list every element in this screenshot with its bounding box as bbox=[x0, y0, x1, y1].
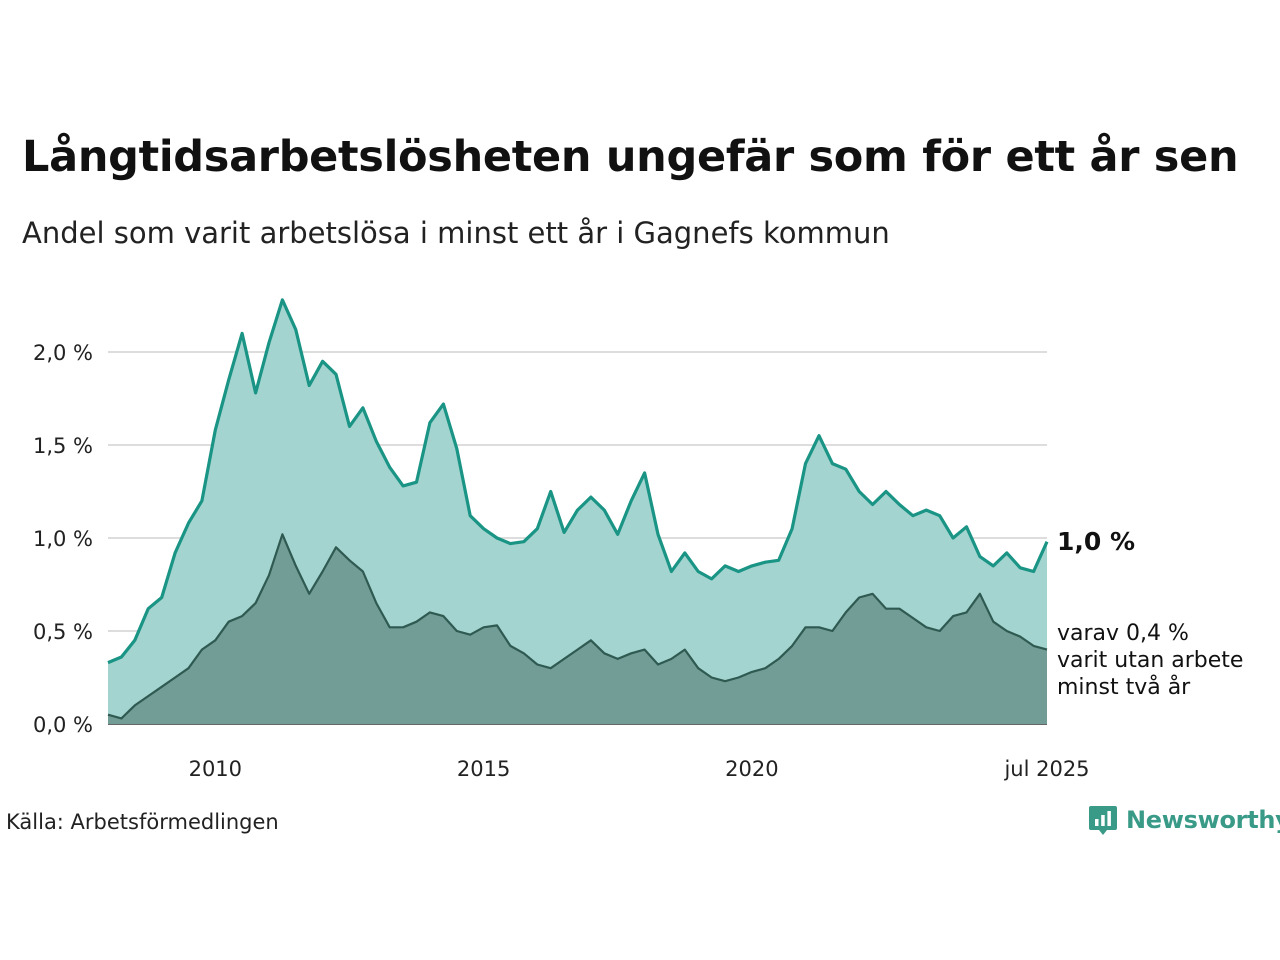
x-axis-ticks: 2010 2015 2020 jul 2025 bbox=[189, 757, 1090, 781]
y-tick-label: 0,5 % bbox=[33, 620, 93, 644]
end-label-sub-line: varav 0,4 % bbox=[1057, 621, 1189, 646]
y-tick-label: 2,0 % bbox=[33, 341, 93, 365]
x-tick-label: jul 2025 bbox=[1003, 757, 1089, 781]
y-tick-label: 1,5 % bbox=[33, 434, 93, 458]
chart-area: 0,0 % 0,5 % 1,0 % 1,5 % 2,0 % 2010 2015 2020 ju… bbox=[33, 298, 1243, 781]
x-tick-label: 2010 bbox=[189, 757, 242, 781]
area-series bbox=[107, 298, 1049, 724]
newsworthy-logo-icon bbox=[1089, 806, 1117, 835]
series-1-line bbox=[107, 298, 1049, 665]
chart-title: Långtidsarbetslösheten ungefär som för e… bbox=[22, 132, 1239, 182]
end-label-main-value: 1,0 % bbox=[1057, 527, 1135, 556]
x-tick-label: 2020 bbox=[725, 757, 778, 781]
x-tick-label: 2015 bbox=[457, 757, 510, 781]
series-2-area bbox=[108, 534, 1047, 724]
y-axis-ticks: 0,0 % 0,5 % 1,0 % 1,5 % 2,0 % bbox=[33, 341, 93, 737]
end-label-sub-line: varit utan arbete bbox=[1057, 648, 1243, 673]
newsworthy-logo: Newsworthy bbox=[1088, 804, 1280, 836]
series-2-line bbox=[107, 533, 1048, 720]
y-tick-label: 0,0 % bbox=[33, 713, 93, 737]
end-label-sub-line: minst två år bbox=[1057, 674, 1191, 700]
chart-subtitle: Andel som varit arbetslösa i minst ett å… bbox=[22, 216, 890, 250]
y-tick-label: 1,0 % bbox=[33, 527, 93, 551]
logo-text: Newsworthy bbox=[1126, 806, 1280, 834]
source-note: Källa: Arbetsförmedlingen bbox=[6, 810, 279, 834]
